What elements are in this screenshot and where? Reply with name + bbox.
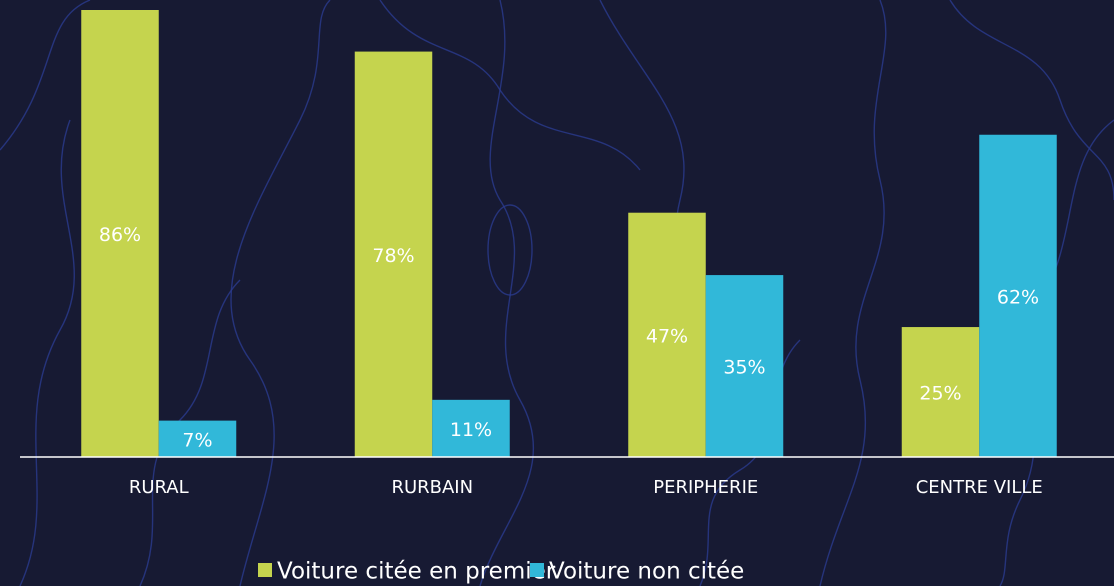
legend-swatch: [258, 563, 272, 577]
bar: [628, 212, 706, 457]
data-label: 35%: [723, 357, 765, 379]
data-label: 78%: [372, 245, 414, 267]
legend-label: Voiture citée en premier: [277, 559, 556, 585]
x-tick-label: PERIPHERIE: [653, 477, 758, 498]
data-label: 62%: [997, 286, 1039, 308]
x-tick-label: RURAL: [129, 477, 189, 498]
legend-label: Voiture non citée: [549, 559, 744, 585]
bar: [979, 134, 1057, 457]
bar: [705, 275, 784, 457]
x-tick-label: CENTRE VILLE: [916, 477, 1043, 498]
data-label: 47%: [646, 325, 688, 347]
data-label: 7%: [182, 429, 212, 451]
data-label: 11%: [450, 419, 492, 441]
bar: [901, 327, 980, 457]
data-label: 86%: [99, 224, 141, 246]
bar: [158, 420, 237, 457]
bar: [354, 51, 433, 458]
bar: [81, 10, 159, 457]
x-tick-label: RURBAIN: [391, 477, 473, 498]
legend-swatch: [530, 563, 544, 577]
data-label: 25%: [919, 383, 961, 405]
bar: [432, 399, 510, 457]
